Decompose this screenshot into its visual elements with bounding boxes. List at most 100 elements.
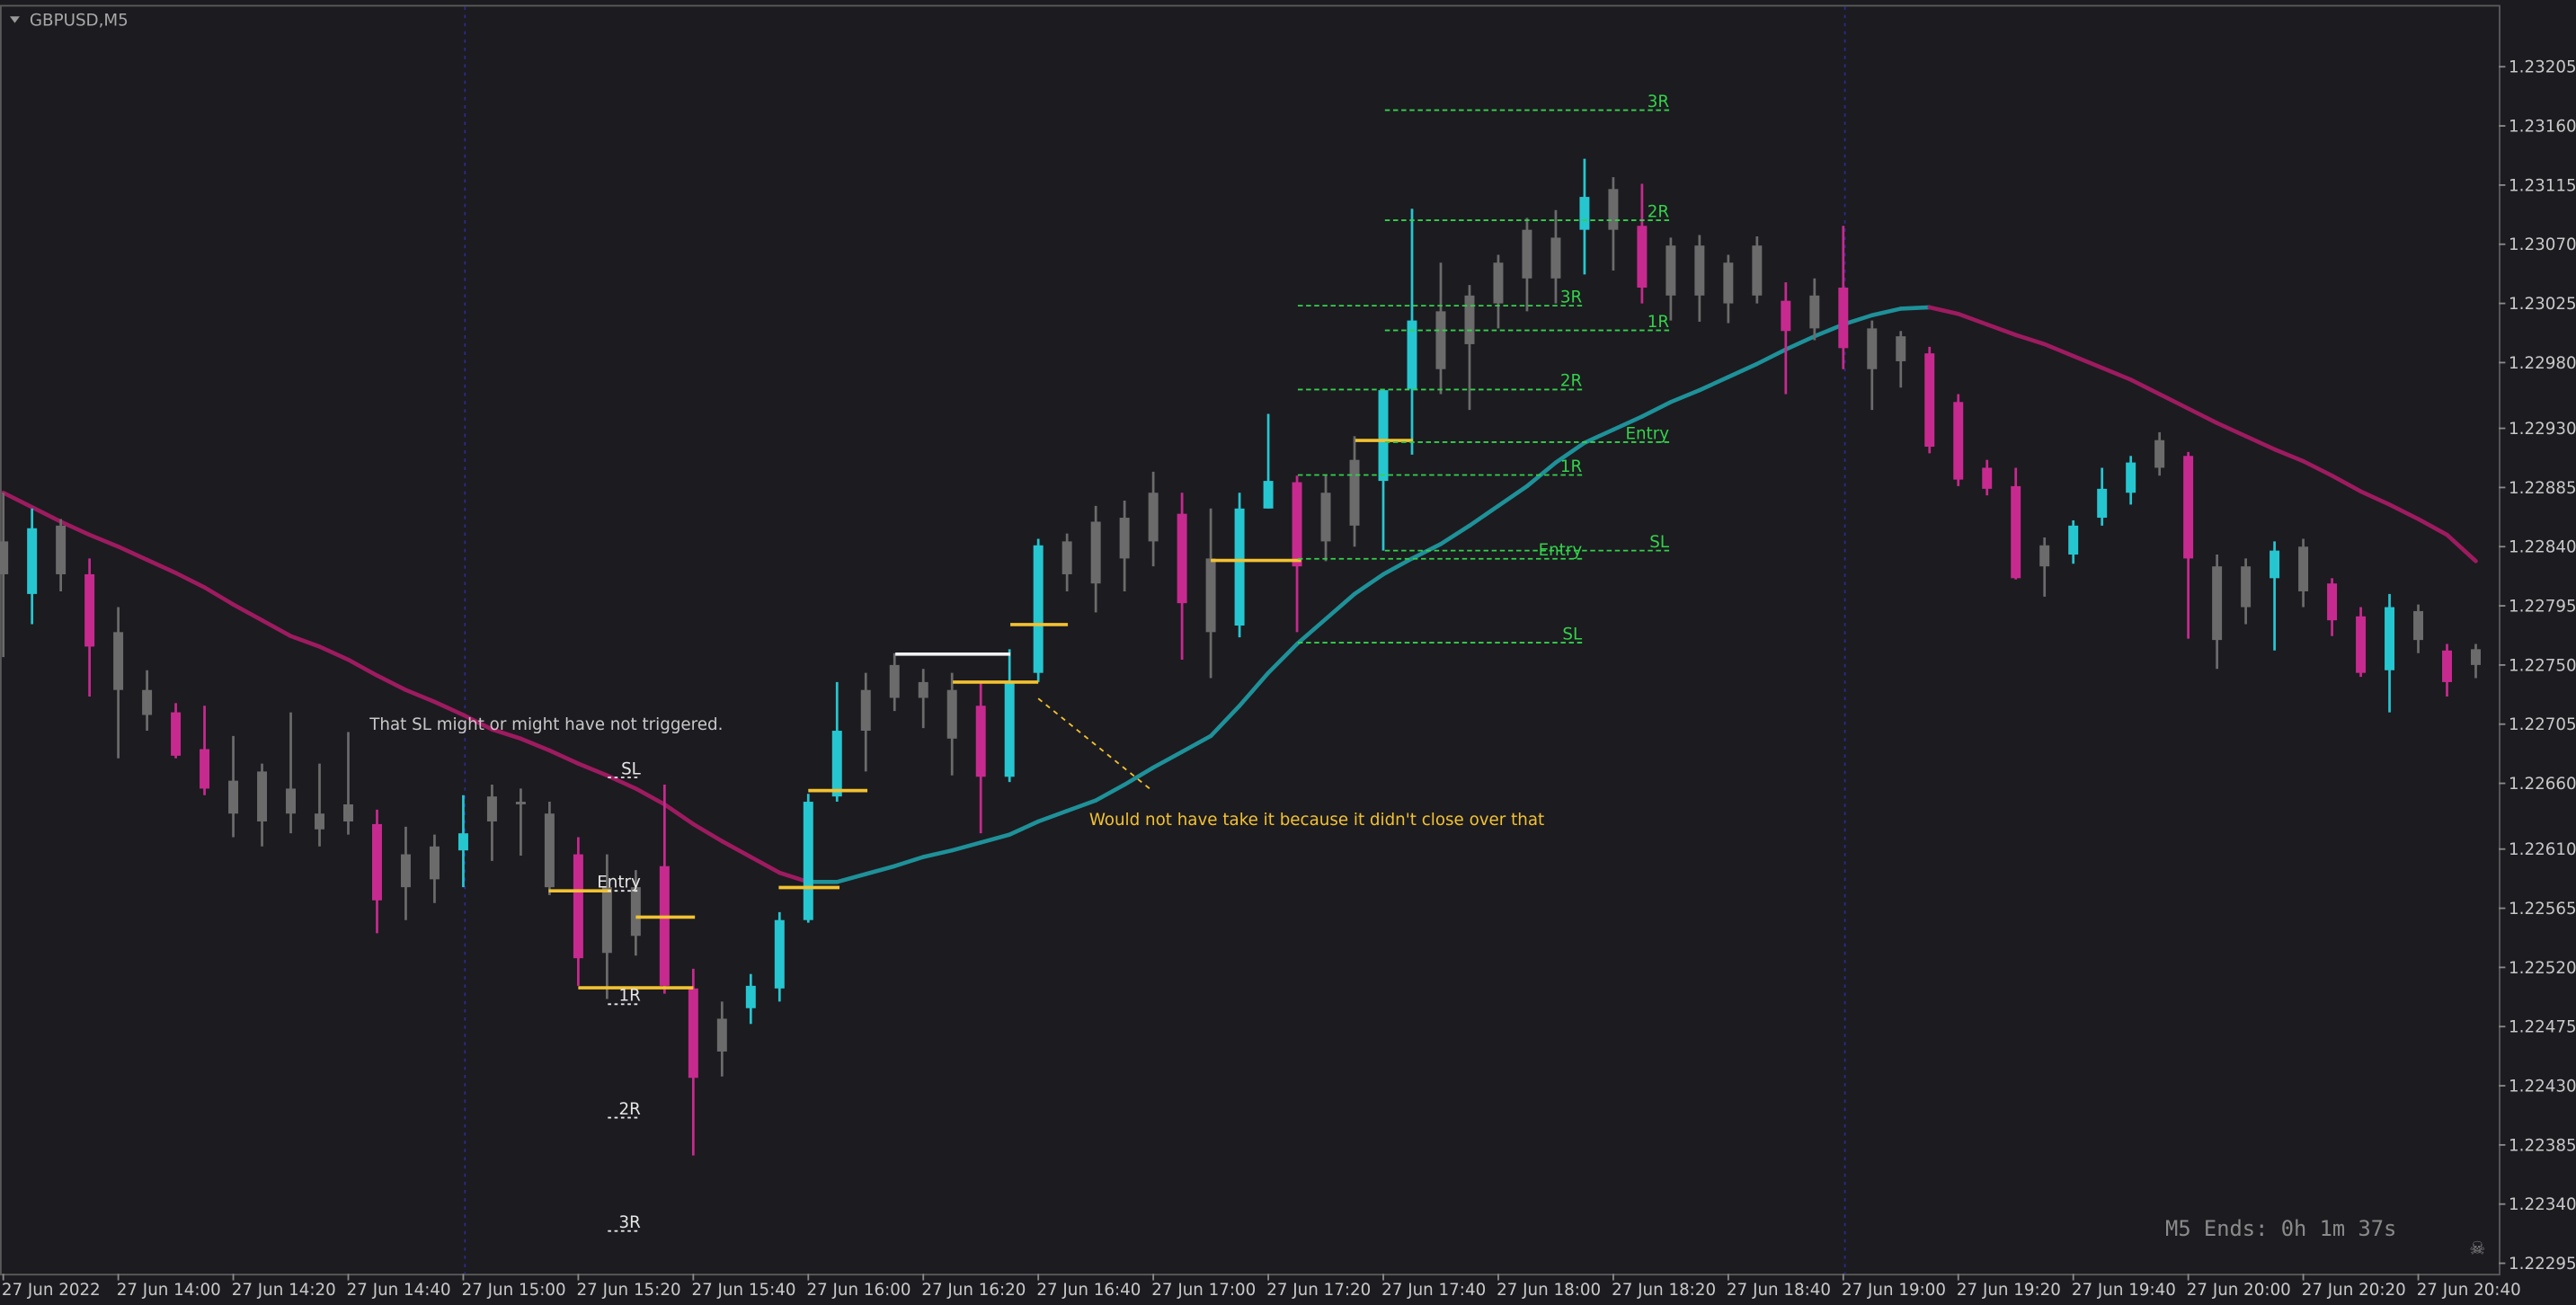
ma-segment (231, 602, 264, 623)
candle-body (1953, 402, 1964, 480)
ma-segment (720, 839, 753, 859)
ma-segment (1122, 765, 1156, 787)
y-tick-label: 1.23205 (2509, 58, 2576, 77)
candle-body (544, 813, 555, 888)
ma-segment (1266, 642, 1300, 675)
y-tick-label: 1.22295 (2509, 1255, 2576, 1274)
x-tick-label: 27 Jun 19:00 (1842, 1281, 1946, 1300)
x-tick-label: 27 Jun 14:40 (347, 1281, 451, 1300)
ma-segment (978, 832, 1012, 845)
candle-body (515, 802, 526, 804)
ma-segment (547, 748, 581, 766)
ma-segment (634, 786, 667, 807)
candle-body (1694, 245, 1705, 296)
candle-body (1004, 681, 1015, 777)
level-label: 2R (1560, 372, 1583, 391)
candle-body (1522, 229, 1532, 279)
candle-body (1349, 459, 1360, 526)
candle-body (2097, 488, 2108, 519)
ma-segment (116, 544, 149, 563)
candle-body (429, 846, 440, 880)
level-label: 1R (1648, 313, 1670, 332)
ma-segment (2186, 406, 2219, 425)
pointer-line (1037, 697, 1151, 790)
ma-segment (691, 821, 724, 844)
ma-segment (461, 713, 494, 732)
y-tick-label: 1.22340 (2509, 1195, 2576, 1214)
candle-body (1090, 521, 1101, 584)
y-tick-label: 1.22385 (2509, 1136, 2576, 1155)
ma-segment (749, 855, 782, 875)
candle-body (774, 919, 785, 989)
ma-segment (87, 532, 120, 549)
candle-body (1723, 262, 1734, 304)
y-tick-label: 1.22565 (2509, 900, 2576, 919)
candle-body (1666, 245, 1676, 296)
ma-segment (2358, 489, 2392, 507)
candle-body (2212, 566, 2223, 641)
y-tick-label: 1.23070 (2509, 235, 2576, 254)
candle-body (573, 854, 583, 959)
ma-segment (1956, 311, 1990, 327)
candle-body (975, 706, 986, 777)
ma-segment (1179, 733, 1213, 754)
candle-body (0, 541, 9, 574)
candle-body (946, 689, 957, 739)
ma-segment (2272, 447, 2305, 464)
candle-body (2385, 607, 2395, 670)
x-tick-label: 27 Jun 18:20 (1612, 1281, 1716, 1300)
ma-segment (2301, 458, 2334, 478)
ma-segment (375, 673, 408, 692)
candle-body (1924, 353, 1935, 448)
candle-body (2298, 546, 2309, 591)
candle-body (745, 985, 756, 1008)
ma-segment (2071, 353, 2104, 370)
trade-icon[interactable]: ☠ (2469, 1237, 2485, 1258)
candle-body (371, 823, 382, 901)
ma-segment (1524, 460, 1559, 489)
candle-body (171, 712, 182, 756)
ma-segment (260, 617, 293, 638)
drawings: That SL might or might have not triggere… (369, 93, 1670, 1232)
ma-segment (1754, 347, 1789, 367)
candle-body (2241, 566, 2252, 608)
candle-body (688, 988, 698, 1079)
collapse-icon[interactable] (9, 16, 20, 23)
ma-segment (1726, 361, 1760, 379)
ma-segment (1237, 670, 1271, 708)
candle-body (1148, 493, 1159, 542)
ma-segment (1150, 750, 1185, 770)
x-tick-label: 27 Jun 15:00 (462, 1281, 566, 1300)
ma-segment (2416, 517, 2449, 537)
y-tick-label: 1.23160 (2509, 117, 2576, 136)
candle-body (2413, 610, 2424, 641)
level-label: 2R (1648, 202, 1670, 221)
ma-segment (2387, 502, 2421, 521)
ma-segment (289, 634, 322, 649)
ma-segment (1898, 305, 1932, 311)
x-tick-label: 27 Jun 14:20 (232, 1281, 336, 1300)
ma-segment (949, 840, 983, 853)
candle-body (486, 796, 497, 821)
ma-segment (1611, 414, 1645, 432)
y-tick-label: 1.22660 (2509, 775, 2576, 794)
ma-segment (1035, 809, 1070, 824)
ma-segment (317, 644, 351, 662)
level-label: 3R (1560, 288, 1583, 306)
ma-segment (2445, 532, 2478, 564)
y-tick-label: 1.22930 (2509, 420, 2576, 439)
y-tick-label: 1.22475 (2509, 1018, 2576, 1037)
candle-body (1896, 336, 1906, 361)
ma-segment (173, 571, 207, 590)
candle-body (2154, 439, 2165, 468)
x-tick-label: 27 Jun 15:20 (577, 1281, 681, 1300)
ma-segment (1639, 400, 1674, 419)
ma-segment (1582, 427, 1616, 445)
y-tick-label: 1.23025 (2509, 295, 2576, 314)
candle-body (400, 854, 411, 888)
candle-body (1752, 245, 1763, 296)
x-tick-label: 27 Jun 19:20 (1957, 1281, 2061, 1300)
y-tick-label: 1.22750 (2509, 656, 2576, 675)
